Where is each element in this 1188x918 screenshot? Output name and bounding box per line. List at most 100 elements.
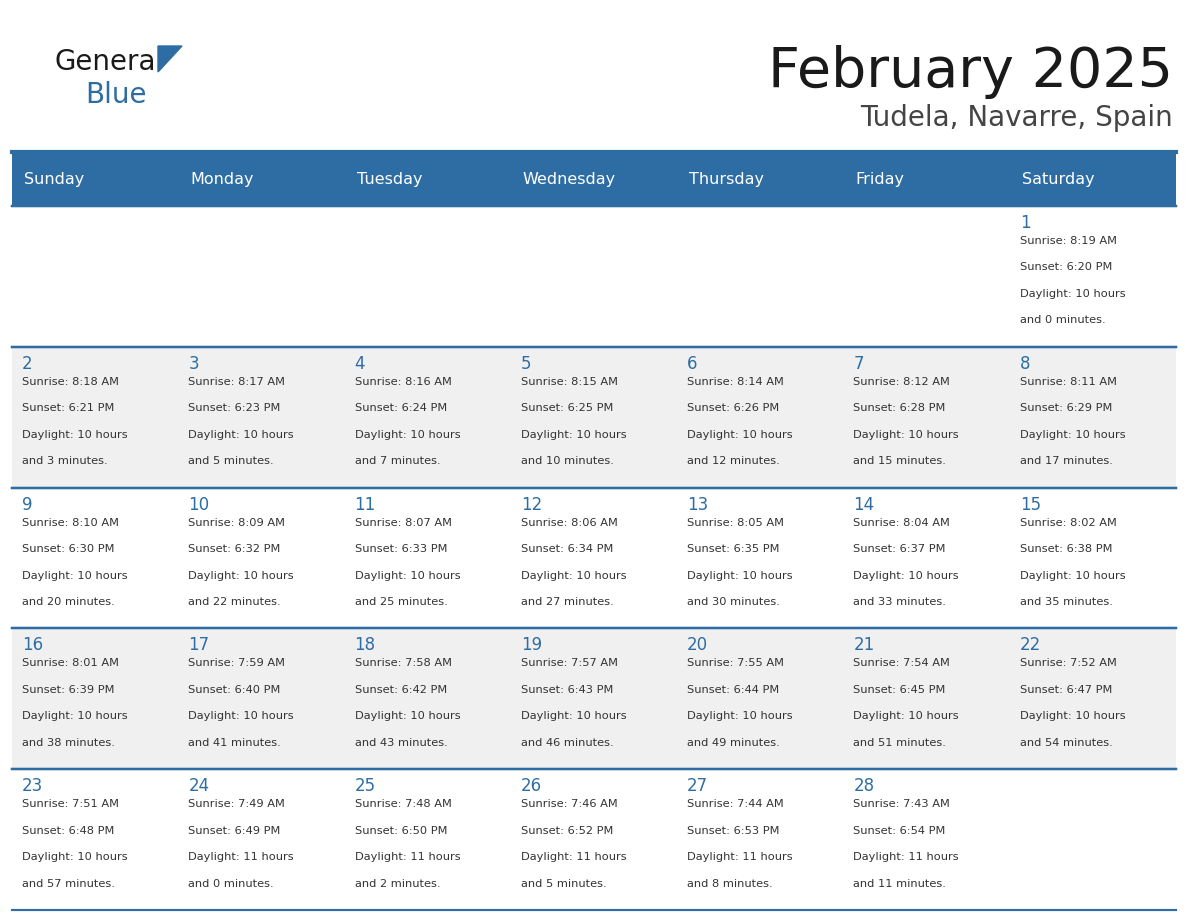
Text: Sunrise: 8:19 AM: Sunrise: 8:19 AM [1019, 236, 1117, 246]
Text: and 5 minutes.: and 5 minutes. [188, 456, 274, 466]
Text: Sunrise: 8:01 AM: Sunrise: 8:01 AM [23, 658, 119, 668]
Text: Sunset: 6:47 PM: Sunset: 6:47 PM [1019, 685, 1112, 695]
Text: 18: 18 [354, 636, 375, 655]
Text: and 49 minutes.: and 49 minutes. [687, 738, 779, 748]
Text: and 3 minutes.: and 3 minutes. [23, 456, 108, 466]
Text: and 0 minutes.: and 0 minutes. [188, 879, 274, 889]
Text: and 51 minutes.: and 51 minutes. [853, 738, 947, 748]
Bar [511, 347, 677, 487]
Text: and 33 minutes.: and 33 minutes. [853, 597, 947, 607]
Text: and 2 minutes.: and 2 minutes. [354, 879, 440, 889]
Bar [12, 629, 178, 769]
Text: Sunrise: 7:49 AM: Sunrise: 7:49 AM [188, 800, 285, 809]
Text: 22: 22 [1019, 636, 1041, 655]
Text: Tuesday: Tuesday [356, 173, 422, 187]
Text: Sunset: 6:29 PM: Sunset: 6:29 PM [1019, 403, 1112, 413]
Text: Friday: Friday [855, 173, 904, 187]
Text: 3: 3 [188, 354, 198, 373]
Text: Sunrise: 8:02 AM: Sunrise: 8:02 AM [1019, 518, 1117, 528]
Text: Sunrise: 8:06 AM: Sunrise: 8:06 AM [520, 518, 618, 528]
Text: Sunset: 6:40 PM: Sunset: 6:40 PM [188, 685, 280, 695]
Text: Sunset: 6:24 PM: Sunset: 6:24 PM [354, 403, 447, 413]
Bar [677, 769, 843, 910]
Text: and 22 minutes.: and 22 minutes. [188, 597, 280, 607]
Text: Sunset: 6:52 PM: Sunset: 6:52 PM [520, 825, 613, 835]
Text: Sunset: 6:48 PM: Sunset: 6:48 PM [23, 825, 114, 835]
Text: Sunset: 6:28 PM: Sunset: 6:28 PM [853, 403, 946, 413]
Text: Daylight: 10 hours: Daylight: 10 hours [1019, 571, 1125, 580]
Text: Daylight: 10 hours: Daylight: 10 hours [853, 571, 959, 580]
Text: Daylight: 11 hours: Daylight: 11 hours [687, 852, 792, 862]
Text: Sunrise: 7:48 AM: Sunrise: 7:48 AM [354, 800, 451, 809]
Text: and 5 minutes.: and 5 minutes. [520, 879, 607, 889]
Text: and 35 minutes.: and 35 minutes. [1019, 597, 1113, 607]
Text: and 0 minutes.: and 0 minutes. [1019, 316, 1105, 325]
Text: Daylight: 10 hours: Daylight: 10 hours [687, 430, 792, 440]
Text: Sunday: Sunday [24, 173, 84, 187]
Text: and 12 minutes.: and 12 minutes. [687, 456, 779, 466]
Bar [345, 206, 511, 347]
Text: Daylight: 10 hours: Daylight: 10 hours [687, 571, 792, 580]
Text: Sunrise: 8:04 AM: Sunrise: 8:04 AM [853, 518, 950, 528]
Text: 8: 8 [1019, 354, 1030, 373]
Text: February 2025: February 2025 [767, 45, 1173, 99]
Text: 24: 24 [188, 778, 209, 795]
Text: 1: 1 [1019, 214, 1030, 232]
Text: Sunrise: 7:51 AM: Sunrise: 7:51 AM [23, 800, 119, 809]
Bar [843, 206, 1010, 347]
Text: Daylight: 10 hours: Daylight: 10 hours [1019, 711, 1125, 722]
Text: Sunrise: 8:14 AM: Sunrise: 8:14 AM [687, 376, 784, 386]
Bar [178, 206, 345, 347]
Text: 2: 2 [23, 354, 32, 373]
Bar [843, 769, 1010, 910]
Text: Daylight: 10 hours: Daylight: 10 hours [1019, 289, 1125, 299]
Bar [178, 769, 345, 910]
Text: and 8 minutes.: and 8 minutes. [687, 879, 772, 889]
Text: Sunset: 6:44 PM: Sunset: 6:44 PM [687, 685, 779, 695]
Text: Sunrise: 8:11 AM: Sunrise: 8:11 AM [1019, 376, 1117, 386]
Text: Sunrise: 7:44 AM: Sunrise: 7:44 AM [687, 800, 784, 809]
Text: and 30 minutes.: and 30 minutes. [687, 597, 781, 607]
Text: Sunrise: 7:52 AM: Sunrise: 7:52 AM [1019, 658, 1117, 668]
Bar [677, 629, 843, 769]
Text: Sunset: 6:21 PM: Sunset: 6:21 PM [23, 403, 114, 413]
Bar [12, 154, 1176, 206]
Text: Sunset: 6:42 PM: Sunset: 6:42 PM [354, 685, 447, 695]
Text: 23: 23 [23, 778, 43, 795]
Text: 5: 5 [520, 354, 531, 373]
Text: Sunrise: 8:09 AM: Sunrise: 8:09 AM [188, 518, 285, 528]
Text: Daylight: 10 hours: Daylight: 10 hours [188, 430, 293, 440]
Text: Daylight: 10 hours: Daylight: 10 hours [188, 571, 293, 580]
Text: Daylight: 10 hours: Daylight: 10 hours [23, 852, 127, 862]
Text: Sunset: 6:23 PM: Sunset: 6:23 PM [188, 403, 280, 413]
Text: Sunset: 6:37 PM: Sunset: 6:37 PM [853, 544, 946, 554]
Text: Sunrise: 7:46 AM: Sunrise: 7:46 AM [520, 800, 618, 809]
Text: Daylight: 10 hours: Daylight: 10 hours [1019, 430, 1125, 440]
Text: 26: 26 [520, 778, 542, 795]
Text: 28: 28 [853, 778, 874, 795]
Text: Wednesday: Wednesday [523, 173, 617, 187]
Text: Sunrise: 7:58 AM: Sunrise: 7:58 AM [354, 658, 451, 668]
Text: Sunset: 6:25 PM: Sunset: 6:25 PM [520, 403, 613, 413]
Text: Daylight: 10 hours: Daylight: 10 hours [354, 711, 460, 722]
Text: 4: 4 [354, 354, 365, 373]
Text: General: General [55, 48, 164, 76]
Text: 14: 14 [853, 496, 874, 513]
Text: 16: 16 [23, 636, 43, 655]
Bar [12, 206, 178, 347]
Text: Sunset: 6:39 PM: Sunset: 6:39 PM [23, 685, 114, 695]
Text: and 41 minutes.: and 41 minutes. [188, 738, 282, 748]
Bar [677, 487, 843, 629]
Text: Sunset: 6:20 PM: Sunset: 6:20 PM [1019, 263, 1112, 273]
Text: and 25 minutes.: and 25 minutes. [354, 597, 448, 607]
Text: Sunset: 6:54 PM: Sunset: 6:54 PM [853, 825, 946, 835]
Text: Daylight: 11 hours: Daylight: 11 hours [188, 852, 293, 862]
Bar [178, 347, 345, 487]
Bar [345, 629, 511, 769]
Text: Sunset: 6:49 PM: Sunset: 6:49 PM [188, 825, 280, 835]
Text: Sunrise: 8:16 AM: Sunrise: 8:16 AM [354, 376, 451, 386]
Bar [345, 769, 511, 910]
Bar [1010, 629, 1176, 769]
Text: and 38 minutes.: and 38 minutes. [23, 738, 115, 748]
Bar [677, 347, 843, 487]
